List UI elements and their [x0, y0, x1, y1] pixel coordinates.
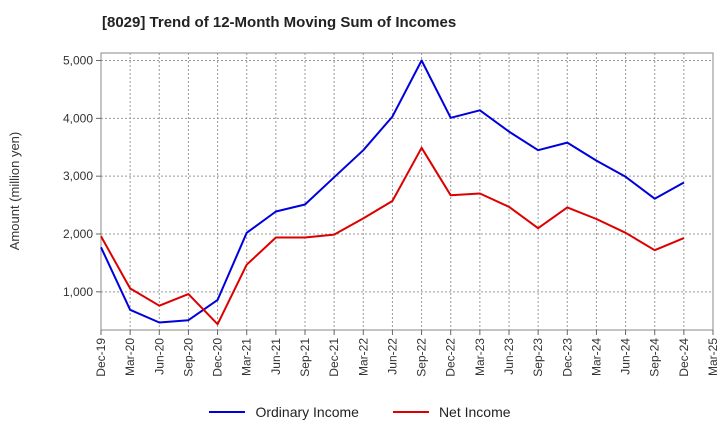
legend-item-ordinary-income: Ordinary Income [209, 404, 359, 420]
x-tick-label: Dec-20 [211, 338, 225, 377]
x-tick-label: Dec-23 [560, 338, 574, 377]
x-tick-label: Mar-24 [589, 338, 603, 376]
chart-title: [8029] Trend of 12-Month Moving Sum of I… [102, 14, 457, 31]
x-tick-label: Sep-20 [181, 338, 195, 377]
x-tick-label: Mar-22 [356, 338, 370, 376]
x-tick-label: Sep-24 [648, 338, 662, 377]
y-tick-label: 1,000 [63, 285, 93, 299]
legend-swatch-net-income [392, 411, 429, 413]
x-tick-label: Dec-21 [327, 338, 341, 377]
x-tick-label: Sep-21 [298, 338, 312, 377]
x-tick-label: Mar-23 [473, 338, 487, 376]
x-tick-label: Jun-24 [619, 338, 633, 375]
legend-item-net-income: Net Income [392, 404, 511, 420]
x-tick-label: Jun-23 [502, 338, 516, 375]
y-tick-label: 5,000 [63, 54, 93, 68]
series-line-ordinary-income [100, 59, 685, 324]
series-lines [100, 59, 685, 326]
y-axis-label: Amount (million yen) [7, 132, 22, 251]
y-tick-label: 2,000 [63, 227, 93, 241]
grid-lines [101, 53, 713, 330]
legend: Ordinary Income Net Income [0, 404, 720, 420]
x-tick-label: Mar-21 [240, 338, 254, 376]
x-axis: Dec-19 Mar-20 Jun-20 Sep-20 Dec-20 Mar-21 Jun-… [94, 330, 720, 377]
x-tick-label: Sep-22 [415, 338, 429, 377]
x-tick-label: Sep-23 [531, 338, 545, 377]
legend-label-ordinary-income: Ordinary Income [255, 404, 359, 420]
x-tick-label: Jun-21 [269, 338, 283, 375]
legend-label-net-income: Net Income [438, 404, 511, 420]
y-tick-label: 3,000 [63, 169, 93, 183]
x-tick-label: Mar-25 [706, 338, 720, 376]
y-axis: 1,000 2,000 3,000 4,000 5,000 [63, 54, 101, 299]
plot-frame [100, 52, 714, 331]
x-tick-label: Dec-19 [94, 338, 108, 377]
x-tick-label: Dec-22 [444, 338, 458, 377]
x-tick-label: Mar-20 [123, 338, 137, 376]
x-tick-label: Dec-24 [677, 338, 691, 377]
y-tick-label: 4,000 [63, 111, 93, 125]
legend-swatch-ordinary-income [209, 411, 246, 413]
series-line-net-income [100, 146, 685, 326]
x-tick-label: Jun-22 [385, 338, 399, 375]
x-tick-label: Jun-20 [152, 338, 166, 375]
